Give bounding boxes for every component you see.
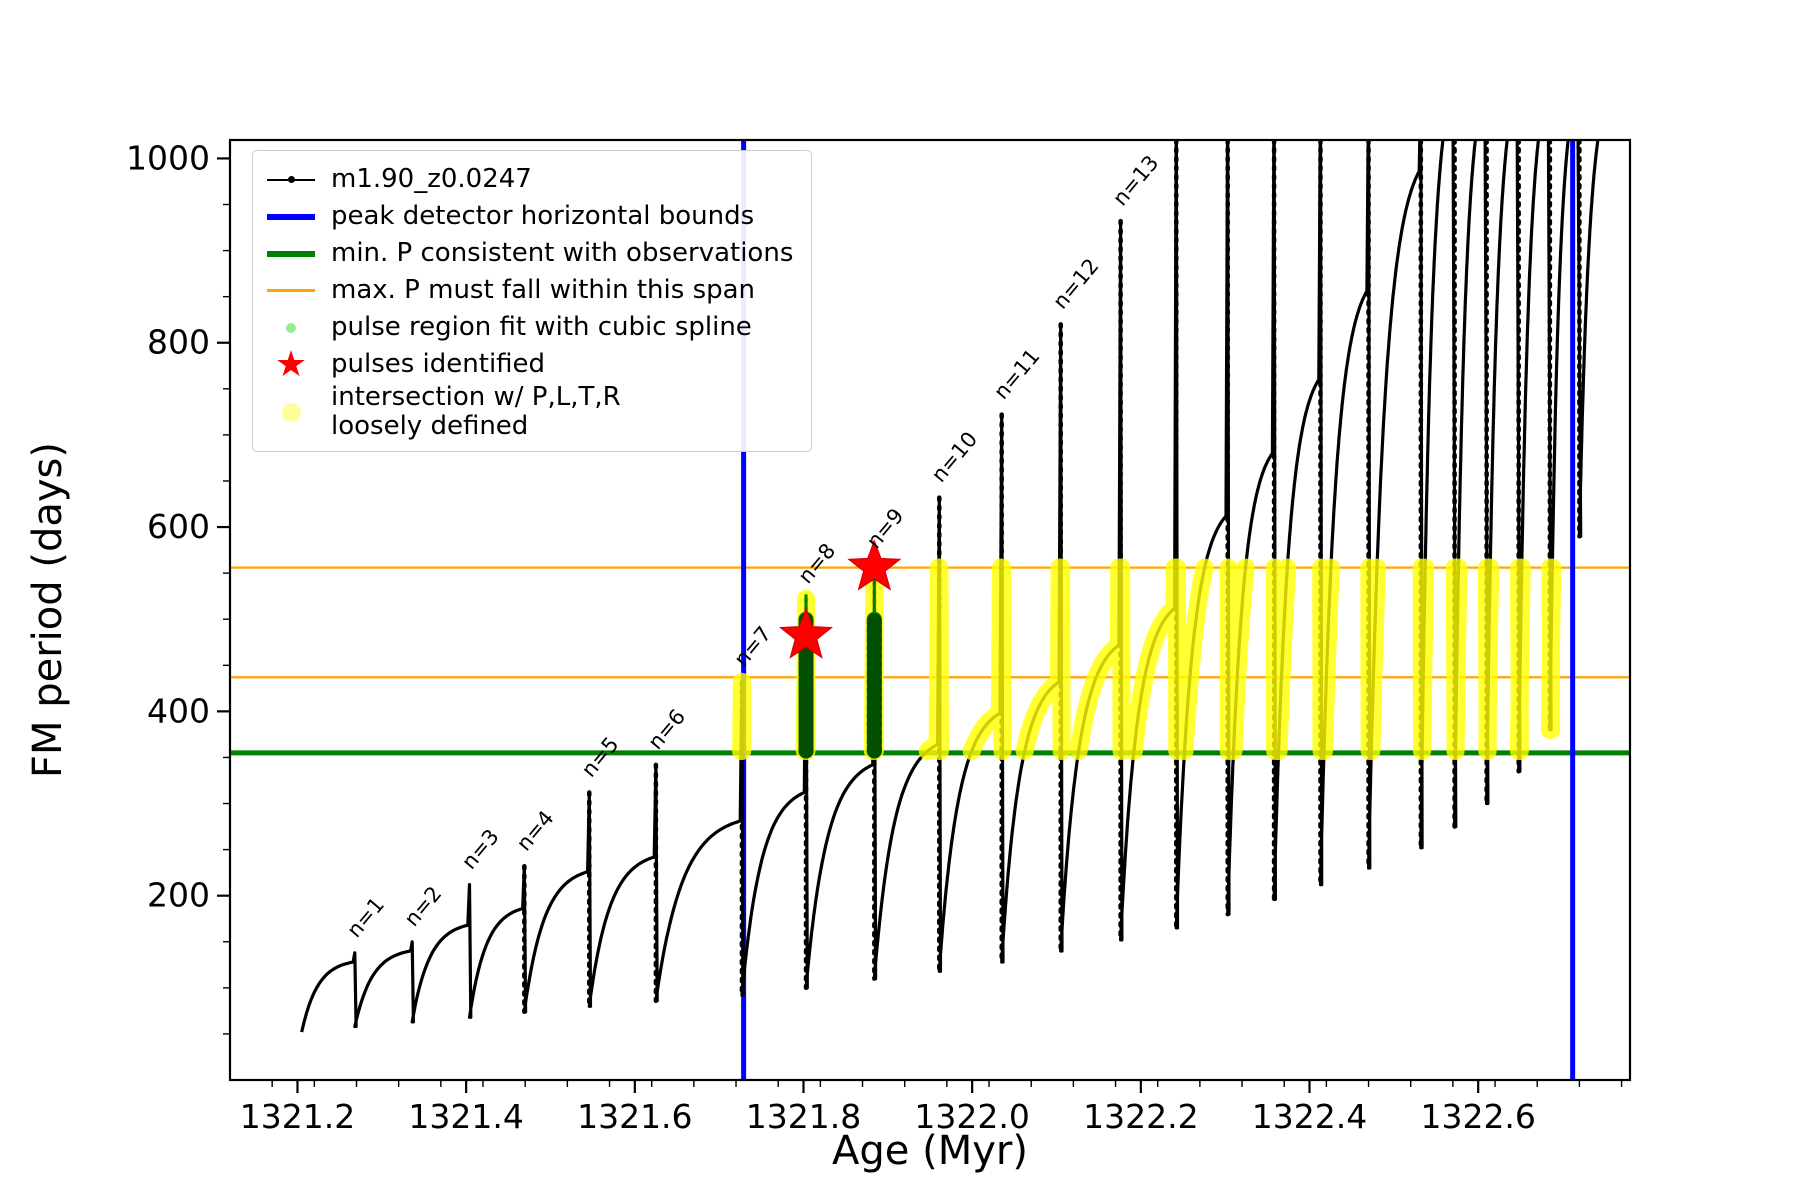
y-tick-label: 600 (147, 507, 210, 546)
y-tick-label: 800 (147, 323, 210, 362)
y-axis-label: FM period (days) (25, 442, 71, 778)
axis-ticks: 1321.2 1321.4 1321.6 1321.8 1322.0 1322.2 1322… (126, 138, 1623, 1136)
pulse-stars (778, 539, 902, 659)
legend-entry: peak detector horizontal bounds (265, 198, 793, 235)
peak-label: n=9 (862, 504, 909, 553)
pulse-star-icon (847, 539, 902, 591)
x-tick-label: 1322.2 (1083, 1097, 1198, 1136)
legend-entry: pulse region fit with cubic spline (265, 309, 793, 346)
legend-entry-label: peak detector horizontal bounds (331, 200, 755, 231)
peak-label: n=7 (729, 622, 776, 671)
x-tick-label: 1321.6 (577, 1097, 692, 1136)
big-dot-marker-icon (265, 402, 317, 422)
legend-entry-label: m1.90_z0.0247 (331, 163, 532, 194)
legend-entry-label: pulses identified (331, 348, 546, 379)
x-tick-label: 1321.2 (240, 1097, 355, 1136)
intersection-markers (732, 558, 1562, 760)
peak-label: n=5 (577, 732, 624, 781)
y-tick-label: 400 (147, 691, 210, 730)
thin-line-icon (265, 289, 317, 292)
peak-label: n=6 (643, 705, 690, 754)
track-line-icon (265, 176, 317, 183)
legend-entry: m1.90_z0.0247 (265, 161, 793, 198)
peak-label: n=13 (1108, 151, 1163, 211)
x-tick-label: 1321.4 (408, 1097, 523, 1136)
x-tick-label: 1321.8 (746, 1097, 861, 1136)
peak-label: n=3 (457, 824, 504, 873)
pulse-star-icon (778, 607, 834, 659)
peak-label: n=1 (342, 893, 389, 942)
legend-entry-label: pulse region fit with cubic spline (331, 311, 752, 342)
legend-entry: intersection w/ P,L,T,R loosely defined (265, 382, 793, 442)
peak-label: n=10 (927, 427, 982, 487)
x-tick-label: 1322.4 (1252, 1097, 1367, 1136)
peak-label: n=4 (512, 806, 559, 855)
peak-label: n=8 (793, 539, 840, 588)
legend-entry: min. P consistent with observations (265, 235, 793, 272)
peak-label: n=11 (989, 344, 1044, 404)
y-tick-label: 200 (147, 876, 210, 915)
thick-line-icon (265, 213, 317, 220)
y-tick-label: 1000 (126, 138, 210, 177)
thick-line-icon (265, 250, 317, 257)
legend-entry-label: max. P must fall within this span (331, 274, 756, 305)
peak-label: n=2 (400, 882, 447, 931)
legend-entry: max. P must fall within this span (265, 272, 793, 309)
axes-frame (228, 138, 1632, 1082)
x-axis-label: Age (Myr) (832, 1128, 1028, 1174)
legend-entry: ★ pulses identified (265, 346, 793, 383)
peak-label: n=12 (1048, 254, 1103, 314)
legend-entry-label: min. P consistent with observations (331, 237, 794, 268)
star-marker-icon: ★ (274, 343, 308, 385)
x-tick-label: 1322.0 (914, 1097, 1029, 1136)
legend-entry-label: intersection w/ P,L,T,R loosely defined (331, 382, 621, 442)
dot-marker-icon (265, 322, 317, 333)
x-tick-label: 1322.6 (1420, 1097, 1535, 1136)
